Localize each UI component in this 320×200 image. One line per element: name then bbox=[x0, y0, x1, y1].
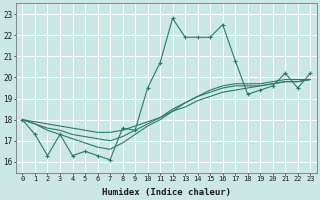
X-axis label: Humidex (Indice chaleur): Humidex (Indice chaleur) bbox=[102, 188, 231, 197]
